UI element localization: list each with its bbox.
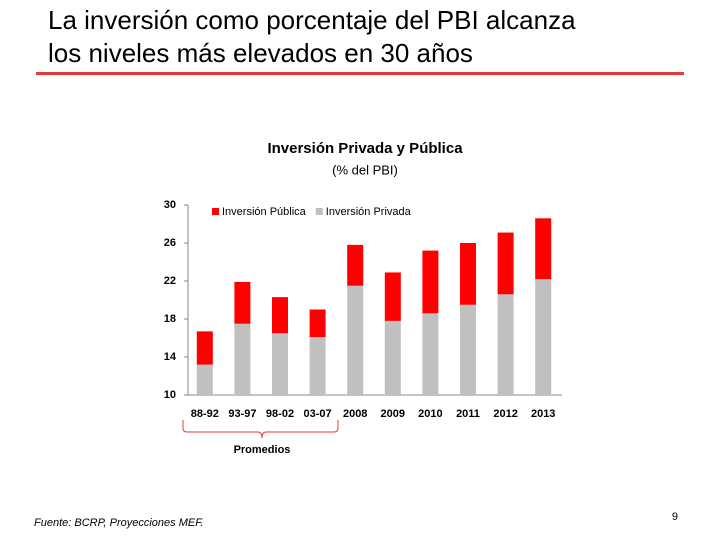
x-tick-label: 2012 <box>493 408 517 420</box>
bar-segment <box>460 243 476 305</box>
x-tick-label: 88-92 <box>191 408 219 420</box>
bar-segment <box>196 331 213 365</box>
bar-segment <box>234 281 251 324</box>
annotation: Promedios <box>234 444 291 456</box>
y-tick-label: 18 <box>164 313 176 325</box>
bar-segment <box>272 333 288 395</box>
y-tick-label: 10 <box>164 389 176 401</box>
x-tick-label: 2010 <box>418 408 442 420</box>
page-number: 9 <box>672 511 678 523</box>
bar-segment <box>422 250 439 314</box>
bar-segment <box>196 364 213 395</box>
x-tick-label: 2008 <box>343 408 367 420</box>
y-tick-label: 22 <box>164 275 176 287</box>
chart-title: Inversión Privada y Pública <box>267 140 463 157</box>
bar-segment <box>309 309 326 338</box>
bar-segment <box>384 320 401 395</box>
bar-segment <box>422 313 439 395</box>
bar-segment <box>535 279 552 395</box>
bar-segment <box>460 304 476 395</box>
x-tick-label: 2009 <box>381 408 405 420</box>
x-tick-label: 93-97 <box>228 408 256 420</box>
y-tick-label: 14 <box>164 351 177 363</box>
source: Fuente: BCRP, Proyecciones MEF. <box>34 517 204 529</box>
bar-segment <box>497 294 514 395</box>
bar-segment <box>234 323 251 395</box>
slide-title-line: los niveles más elevados en 30 años <box>48 38 473 68</box>
x-tick-label: 03-07 <box>304 408 332 420</box>
x-tick-label: 2011 <box>456 408 480 420</box>
bar-segment <box>535 218 552 280</box>
bar-segment <box>347 244 364 286</box>
legend-label: Inversión Privada <box>326 206 412 218</box>
bar-segment <box>384 272 401 321</box>
bar-segment <box>347 285 364 395</box>
x-tick-label: 2013 <box>531 408 555 420</box>
legend-swatch <box>212 208 219 215</box>
y-tick-label: 26 <box>164 237 176 249</box>
bar-segment <box>309 337 326 395</box>
x-tick-label: 98-02 <box>266 408 294 420</box>
chart-subtitle: (% del PBI) <box>332 162 398 177</box>
bar-segment <box>497 232 514 295</box>
y-tick-label: 30 <box>164 199 176 211</box>
bar-segment <box>272 297 288 334</box>
bracket <box>182 420 339 439</box>
title-rule <box>36 72 684 75</box>
legend-label: Inversión Pública <box>222 206 307 218</box>
slide-title-line: La inversión como porcentaje del PBI alc… <box>48 5 576 35</box>
legend-swatch <box>315 208 323 215</box>
